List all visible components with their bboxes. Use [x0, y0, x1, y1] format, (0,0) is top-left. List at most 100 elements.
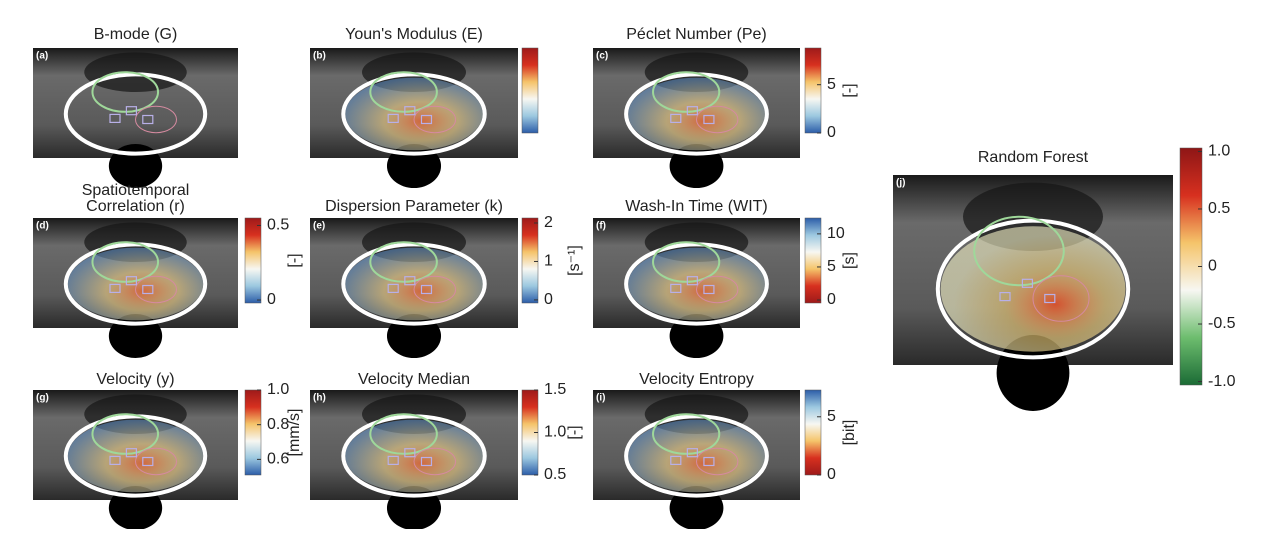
colorbar-tick-label: 0 — [544, 291, 553, 308]
colorbar-unit: [s⁻¹] — [566, 245, 583, 276]
roi-box — [125, 448, 138, 458]
prostate-contour — [624, 414, 769, 498]
panel-letter: (j) — [896, 178, 905, 189]
panel-title: Wash-In Time (WIT) — [625, 198, 768, 215]
colorbar — [521, 217, 539, 304]
panel-title: Youn's Modulus (E) — [345, 26, 483, 43]
overlay — [67, 247, 204, 321]
lesion-contour — [135, 105, 177, 134]
roi-box — [142, 456, 154, 467]
colorbar-unit: [-] — [566, 425, 583, 439]
roi-box — [404, 448, 416, 458]
zone-contour — [652, 413, 721, 455]
roi-box — [404, 276, 416, 286]
colorbar-tick-label: 0 — [827, 291, 836, 308]
roi-box — [109, 113, 121, 124]
colorbar — [521, 47, 539, 134]
colorbar-tick-label: 1.0 — [544, 424, 566, 441]
zone-contour — [652, 241, 721, 283]
roi-box — [703, 284, 715, 295]
roi-box — [670, 455, 682, 465]
prostate-contour — [341, 414, 487, 498]
panel: (h) Velocity Median 0.5 1.0 1.5 [-] — [310, 371, 583, 530]
probe — [386, 144, 442, 188]
roi-box — [670, 283, 682, 293]
zone-contour — [652, 71, 721, 113]
colorbar-tick-label: 5 — [827, 258, 836, 275]
colorbar-tick-label: 0 — [1208, 258, 1217, 275]
panel-title: Velocity (y) — [96, 371, 174, 388]
probe — [108, 486, 163, 530]
colorbar — [244, 217, 262, 304]
roi-box — [420, 456, 433, 467]
panel-title: Correlation (r) — [86, 198, 185, 215]
lesion-contour — [696, 105, 739, 134]
prostate-contour — [624, 72, 769, 156]
roi-box — [387, 113, 399, 124]
colorbar-tick-label: 0.5 — [544, 466, 566, 483]
colorbar-unit: [-] — [286, 253, 303, 267]
roi-box — [670, 113, 682, 124]
panel: (i) Velocity Entropy 0 5 [bit] — [593, 371, 858, 530]
roi-box — [999, 292, 1011, 302]
panel-letter: (d) — [36, 221, 49, 232]
roi-box — [125, 106, 138, 116]
zone-contour — [91, 241, 160, 283]
overlay — [628, 77, 765, 151]
roi-box — [420, 284, 433, 295]
panel-title: Velocity Median — [358, 371, 470, 388]
colorbar-tick-label: 2 — [544, 214, 553, 231]
colorbar-tick-label: 0 — [267, 291, 276, 308]
roi-box — [686, 106, 698, 116]
panel-letter: (e) — [313, 221, 325, 232]
zone-contour — [91, 71, 160, 113]
roi-box — [387, 455, 399, 465]
colorbar-tick-label: 0.5 — [1208, 200, 1230, 217]
panel-title: Spatiotemporal — [82, 182, 190, 199]
colorbar-tick-label: 1.5 — [544, 381, 566, 398]
probe — [108, 144, 163, 188]
colorbar-tick-label: 0 — [827, 466, 836, 483]
zone-contour — [91, 413, 160, 455]
prostate-contour — [63, 242, 208, 326]
colorbar-tick-label: 0 — [827, 124, 836, 141]
colorbar — [804, 389, 822, 476]
colorbar-unit: [mm/s] — [286, 409, 303, 457]
colorbar — [244, 389, 262, 476]
zone-contour — [973, 215, 1065, 287]
colorbar — [804, 217, 822, 304]
prostate-contour — [341, 72, 487, 156]
overlay — [345, 419, 483, 493]
probe — [386, 314, 442, 358]
panel-title: Random Forest — [978, 149, 1089, 166]
roi-box — [1021, 278, 1034, 288]
panel: (f) Wash-In Time (WIT) 0 5 10 [s] — [593, 198, 858, 358]
colorbar-tick-label: 0.6 — [267, 451, 289, 468]
prostate-contour — [624, 242, 769, 326]
panel-letter: (f) — [596, 221, 606, 232]
colorbar-tick-label: -0.5 — [1208, 315, 1236, 332]
probe — [669, 314, 724, 358]
colorbar-tick-label: 5 — [827, 408, 836, 425]
prostate-contour — [341, 242, 487, 326]
panel: (g) Velocity (y) 0.6 0.8 1.0 [mm/s] — [33, 371, 303, 530]
panel: (e)Dispersion Parameter (k) 0 1 2 [s⁻¹] — [310, 198, 583, 358]
probe — [108, 314, 163, 358]
colorbar-unit: [s] — [841, 252, 858, 269]
panel-letter: (i) — [596, 393, 605, 404]
panel-title: Péclet Number (Pe) — [626, 26, 767, 43]
colorbar-tick-label: 5 — [827, 76, 836, 93]
roi-box — [109, 455, 121, 465]
roi-box — [387, 283, 399, 293]
roi-box — [703, 114, 715, 125]
lesion-contour — [696, 447, 739, 476]
lesion-contour — [413, 275, 457, 304]
panel-letter: (b) — [313, 51, 326, 62]
roi-box — [404, 106, 416, 116]
zone-contour — [369, 413, 438, 455]
lesion-contour — [413, 447, 457, 476]
probe — [386, 486, 442, 530]
panel: (c) Péclet Number (Pe) 0 5 [-] — [593, 26, 858, 188]
lesion-contour — [1032, 275, 1090, 322]
roi-box — [109, 283, 121, 293]
